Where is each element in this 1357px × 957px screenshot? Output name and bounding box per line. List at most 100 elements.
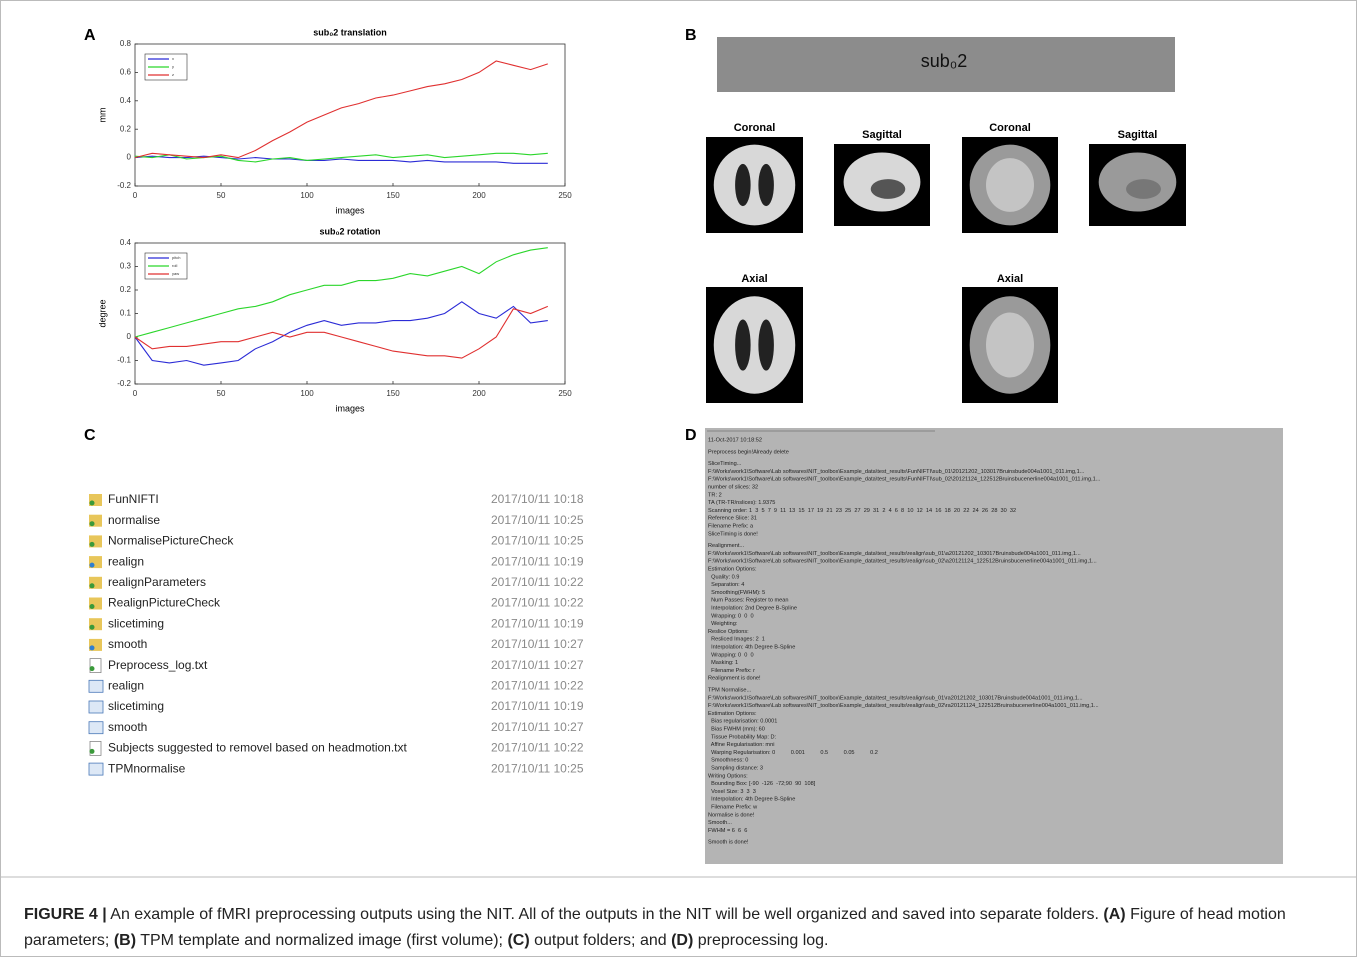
log-line: Preprocess begin!Already delete: [708, 449, 789, 455]
log-line: Scanning order: 1 3 5 7 9 11 13 15 17 19…: [708, 508, 1016, 514]
view-label: Coronal: [734, 122, 776, 134]
folder-badge: [90, 645, 95, 650]
y-tick-label: 0: [127, 153, 132, 162]
file-badge: [90, 749, 95, 754]
log-line: F:\Works\work1\Software\Lab softwares\NI…: [708, 477, 1101, 483]
chart-title: sub₀2 rotation: [319, 226, 380, 236]
y-axis-label: degree: [97, 299, 107, 327]
y-tick-label: -0.1: [117, 356, 131, 365]
y-tick-label: 0.4: [120, 96, 132, 105]
file-name: realign: [108, 554, 144, 568]
brain-detail: [1126, 179, 1161, 199]
file-name: realignParameters: [108, 575, 206, 589]
log-line: Interpolation: 4th Degree B-Spline: [708, 644, 795, 650]
folder-badge: [90, 604, 95, 609]
log-line: Estimation Options:: [708, 566, 757, 572]
caption-text: preprocessing log.: [693, 932, 828, 949]
log-line: Reference Slice: 31: [708, 516, 757, 522]
y-tick-label: 0.1: [120, 309, 132, 318]
brain-detail: [735, 164, 751, 206]
file-name: slicetiming: [108, 616, 164, 630]
view-label: Sagittal: [862, 129, 902, 141]
file-name: Subjects suggested to removel based on h…: [108, 741, 408, 755]
log-line: Separation: 4: [708, 582, 744, 588]
log-line: Realignment...: [708, 543, 745, 549]
file-date: 2017/10/11 10:27: [491, 720, 584, 734]
folder-badge: [90, 563, 95, 568]
y-tick-label: 0.2: [120, 124, 132, 133]
file-date: 2017/10/11 10:27: [491, 658, 584, 672]
file-name: Preprocess_log.txt: [108, 658, 208, 672]
view-label: Coronal: [989, 122, 1031, 134]
log-line: Filename Prefix: r: [708, 668, 755, 674]
x-tick-label: 250: [558, 389, 572, 398]
legend-label: yaw: [172, 271, 179, 276]
brain-shape: [714, 296, 795, 393]
log-line: SliceTiming...: [708, 461, 742, 467]
log-line: Filename Prefix: a: [708, 523, 754, 529]
panel-label: C: [84, 427, 96, 444]
log-line: Bounding Box: [-90 -126 -72;90 90 108]: [708, 781, 816, 787]
x-tick-label: 0: [133, 389, 138, 398]
y-tick-label: 0.4: [120, 238, 132, 247]
mat-icon: [89, 763, 103, 775]
file-date: 2017/10/11 10:22: [491, 575, 584, 589]
view-label: Axial: [997, 273, 1023, 285]
file-name: NormalisePictureCheck: [108, 534, 234, 548]
log-line: F:\Works\work1\Software\Lab softwares\NI…: [708, 703, 1099, 709]
log-line: Smooth is done!: [708, 840, 749, 846]
x-tick-label: 100: [300, 389, 314, 398]
panel-label: D: [685, 427, 697, 444]
log-line: F:\Works\work1\Software\Lab softwares\NI…: [708, 469, 1085, 475]
x-tick-label: 50: [217, 191, 226, 200]
file-date: 2017/10/11 10:22: [491, 678, 584, 692]
mat-icon: [89, 680, 103, 692]
x-tick-label: 200: [472, 191, 486, 200]
panel-label: B: [685, 27, 697, 44]
y-tick-label: 0.3: [120, 262, 132, 271]
caption-bold: FIGURE 4 |: [24, 906, 107, 923]
log-line: Filename Prefix: w: [708, 804, 758, 810]
brain-detail: [986, 158, 1034, 212]
brain-detail: [735, 319, 751, 370]
log-line: Tissue Probability Map: D:: [708, 734, 777, 740]
file-name: RealignPictureCheck: [108, 596, 221, 610]
file-name: slicetiming: [108, 699, 164, 713]
x-axis-label: images: [335, 403, 365, 413]
log-line: Smoothness: 0: [708, 758, 748, 764]
x-tick-label: 150: [386, 389, 400, 398]
y-tick-label: 0.8: [120, 39, 132, 48]
log-line: Realignment is done!: [708, 676, 761, 682]
file-name: FunNIFTI: [108, 492, 159, 506]
view-label: Sagittal: [1118, 129, 1158, 141]
folder-badge: [90, 583, 95, 588]
brain-detail: [986, 313, 1034, 378]
folder-badge: [90, 625, 95, 630]
log-line: Affine Regularisation: mni: [708, 742, 774, 748]
x-axis-label: images: [335, 205, 365, 215]
log-line: TR: 2: [708, 492, 722, 498]
log-line: Weighting:: [708, 621, 738, 627]
caption-bold: (B): [114, 932, 136, 949]
x-tick-label: 0: [133, 191, 138, 200]
header-title: sub₀2: [921, 51, 968, 71]
log-line: Bias FWHM (mm): 60: [708, 726, 765, 732]
brain-shape: [714, 145, 795, 226]
log-line: Interpolation: 2nd Degree B-Spline: [708, 605, 797, 611]
y-tick-label: -0.2: [117, 181, 131, 190]
file-date: 2017/10/11 10:19: [491, 554, 584, 568]
x-tick-label: 250: [558, 191, 572, 200]
file-date: 2017/10/11 10:19: [491, 699, 584, 713]
brain-detail: [871, 179, 906, 199]
file-name: smooth: [108, 637, 147, 651]
log-line: Quality: 0.9: [708, 574, 739, 580]
file-date: 2017/10/11 10:19: [491, 616, 584, 630]
y-tick-label: -0.2: [117, 379, 131, 388]
legend-label: roll: [172, 263, 177, 268]
file-date: 2017/10/11 10:25: [491, 761, 584, 775]
log-line: Smooth...: [708, 820, 732, 826]
mat-icon: [89, 701, 103, 713]
plot-area: [135, 44, 565, 186]
caption-text: TPM template and normalized image (first…: [136, 932, 507, 949]
mat-icon: [89, 722, 103, 734]
